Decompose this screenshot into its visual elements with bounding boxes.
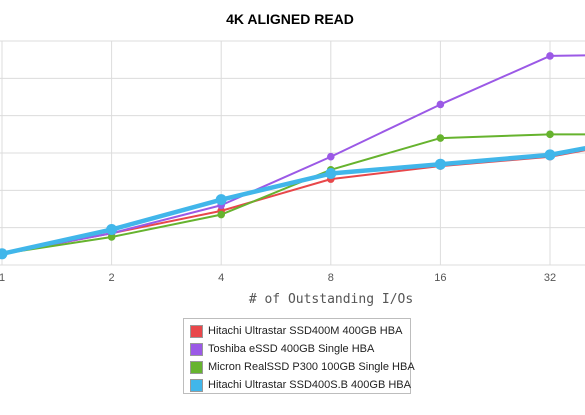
x-axis-label: # of Outstanding I/Os	[249, 292, 413, 307]
legend: Hitachi Ultrastar SSD400M 400GB HBA Tosh…	[183, 318, 415, 394]
data-point	[0, 248, 8, 260]
data-point	[546, 52, 554, 60]
series-2	[0, 52, 585, 258]
x-tick-label: 4	[218, 272, 224, 284]
legend-label: Toshiba eSSD 400GB Single HBA	[208, 343, 375, 355]
data-point	[546, 130, 554, 139]
chart-title: 4K ALIGNED READ	[226, 11, 354, 27]
data-point	[434, 158, 446, 170]
data-point	[215, 194, 227, 206]
x-tick-label: 1	[0, 272, 5, 284]
grid	[0, 40, 585, 266]
data-point	[106, 224, 118, 236]
data-point	[436, 134, 445, 142]
series-1	[0, 149, 585, 258]
data-point	[325, 168, 337, 180]
data-point	[544, 149, 556, 161]
data-point	[217, 210, 225, 219]
legend-swatch	[190, 360, 203, 374]
series-4	[0, 146, 585, 260]
data-point	[327, 152, 335, 161]
legend-swatch	[190, 324, 203, 338]
series-line	[0, 146, 585, 257]
series-line	[1, 54, 585, 255]
legend-swatch	[190, 342, 203, 356]
x-tick-label: 2	[109, 272, 115, 284]
legend-item: Micron RealSSD P300 100GB Single HBA	[190, 358, 415, 376]
legend-label: Hitachi Ultrastar SSD400S.B 400GB HBA	[208, 379, 411, 391]
x-tick-labels: 1 2 4 8 16 32	[0, 272, 556, 284]
data-point	[107, 233, 116, 241]
legend-item: Hitachi Ultrastar SSD400S.B 400GB HBA	[190, 376, 411, 394]
x-tick-label: 8	[328, 272, 334, 284]
legend-swatch	[190, 378, 203, 392]
legend-item: Hitachi Ultrastar SSD400M 400GB HBA	[190, 322, 410, 340]
x-tick-label: 16	[434, 272, 446, 284]
series-layer	[0, 52, 585, 260]
legend-label: Micron RealSSD P300 100GB Single HBA	[208, 361, 415, 373]
legend-item: Toshiba eSSD 400GB Single HBA	[190, 340, 410, 358]
x-tick-label: 32	[544, 272, 556, 284]
data-point	[436, 100, 445, 109]
legend-label: Hitachi Ultrastar SSD400M 400GB HBA	[208, 325, 403, 337]
